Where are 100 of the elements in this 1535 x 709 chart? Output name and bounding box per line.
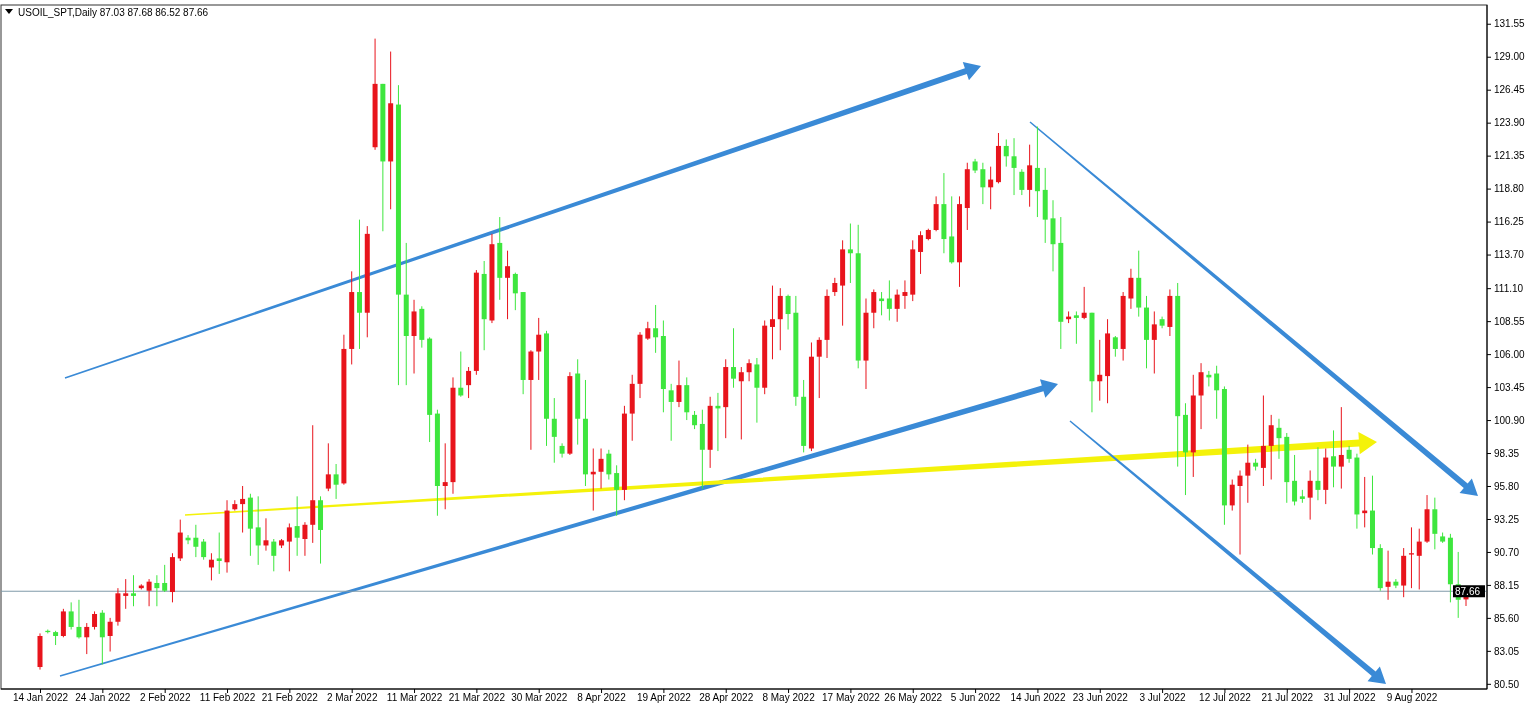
candlestick bbox=[208, 552, 214, 581]
candlestick bbox=[1011, 137, 1017, 196]
x-tick-label: 21 Feb 2022 bbox=[261, 692, 319, 703]
candlestick bbox=[154, 574, 160, 607]
candlestick bbox=[76, 599, 82, 640]
x-tick-label: 11 Mar 2022 bbox=[386, 692, 443, 703]
candlestick bbox=[1276, 418, 1282, 460]
x-tick-label: 2 Mar 2022 bbox=[326, 692, 378, 703]
x-tick-label: 3 Jul 2022 bbox=[1139, 692, 1187, 703]
candlestick bbox=[263, 517, 269, 552]
y-tick-label: 83.05 bbox=[1494, 645, 1520, 657]
candlestick bbox=[107, 617, 113, 652]
candlestick bbox=[1292, 454, 1298, 506]
y-tick-label: 85.60 bbox=[1494, 612, 1520, 624]
candlestick bbox=[1112, 335, 1118, 358]
candlestick bbox=[92, 610, 98, 631]
candlestick bbox=[240, 485, 246, 534]
y-tick-label: 113.70 bbox=[1494, 249, 1525, 261]
candlestick bbox=[1034, 126, 1040, 218]
x-tick-label: 26 May 2022 bbox=[884, 692, 943, 703]
candlestick bbox=[1151, 310, 1157, 375]
candlestick bbox=[505, 250, 511, 320]
candlestick bbox=[1260, 394, 1266, 487]
x-tick-label: 9 Aug 2022 bbox=[1386, 692, 1438, 703]
candlestick bbox=[692, 410, 698, 430]
y-tick-label: 123.90 bbox=[1494, 117, 1526, 129]
candlestick bbox=[746, 358, 752, 382]
candlestick bbox=[1081, 286, 1087, 320]
x-tick-label: 21 Mar 2022 bbox=[448, 692, 506, 703]
x-tick-label: 23 Jun 2022 bbox=[1072, 692, 1129, 703]
y-tick-label: 93.25 bbox=[1494, 513, 1520, 525]
candlestick bbox=[559, 442, 565, 459]
candlestick bbox=[606, 449, 612, 481]
candlestick bbox=[1019, 168, 1025, 196]
x-tick-label: 5 Jun 2022 bbox=[950, 692, 1001, 703]
candlestick bbox=[131, 574, 137, 607]
y-tick-label: 126.45 bbox=[1494, 84, 1526, 96]
y-tick-label: 100.90 bbox=[1494, 414, 1526, 426]
candlestick bbox=[918, 230, 924, 275]
y-tick-label: 131.55 bbox=[1494, 18, 1526, 30]
candlestick bbox=[356, 219, 362, 350]
candlestick bbox=[1003, 138, 1009, 168]
candlestick bbox=[847, 223, 853, 284]
candlestick bbox=[871, 288, 877, 329]
candlestick bbox=[216, 532, 222, 575]
x-tick-label: 30 Mar 2022 bbox=[511, 692, 568, 703]
x-tick-label: 14 Jan 2022 bbox=[12, 692, 69, 703]
candlestick bbox=[536, 317, 542, 381]
candlestick bbox=[84, 622, 90, 655]
y-tick-label: 118.80 bbox=[1494, 183, 1525, 195]
candlestick bbox=[333, 463, 339, 500]
candlestick bbox=[255, 495, 261, 566]
ref-line-label: 87.66 bbox=[1455, 586, 1481, 598]
y-tick-label: 103.45 bbox=[1494, 381, 1526, 393]
candlestick bbox=[68, 601, 74, 631]
candlestick bbox=[1128, 268, 1134, 310]
candlestick bbox=[123, 578, 129, 610]
x-tick-label: 31 Jul 2022 bbox=[1323, 692, 1376, 703]
y-tick-label: 108.55 bbox=[1494, 315, 1526, 327]
candlestick bbox=[614, 464, 620, 517]
candlestick bbox=[1416, 528, 1422, 590]
candlestick bbox=[458, 351, 464, 398]
candlestick bbox=[442, 442, 448, 510]
candlestick bbox=[894, 288, 900, 323]
candlestick bbox=[1393, 578, 1399, 589]
candlestick bbox=[201, 538, 207, 561]
candlestick bbox=[988, 166, 994, 210]
candlestick bbox=[1245, 444, 1251, 504]
x-tick-label: 19 Apr 2022 bbox=[636, 692, 692, 703]
y-tick-label: 116.25 bbox=[1494, 216, 1525, 228]
candlestick bbox=[302, 521, 308, 557]
y-tick-label: 80.50 bbox=[1494, 678, 1520, 690]
y-tick-label: 98.35 bbox=[1494, 447, 1520, 459]
candlestick bbox=[653, 304, 659, 354]
candlestick bbox=[1385, 550, 1391, 601]
candlestick bbox=[551, 397, 557, 464]
y-tick-label: 121.35 bbox=[1494, 150, 1526, 162]
candlestick bbox=[294, 495, 300, 557]
x-tick-label: 12 Jul 2022 bbox=[1199, 692, 1252, 703]
candlestick bbox=[1073, 310, 1079, 345]
candlestick bbox=[769, 285, 775, 360]
y-tick-label: 106.00 bbox=[1494, 348, 1526, 360]
candlestick bbox=[466, 366, 472, 399]
candlestick bbox=[146, 578, 152, 607]
candlestick bbox=[645, 321, 651, 341]
x-tick-label: 8 Apr 2022 bbox=[577, 692, 627, 703]
x-tick-label: 28 Apr 2022 bbox=[699, 692, 754, 703]
y-tick-label: 88.15 bbox=[1494, 579, 1520, 591]
candlestick bbox=[902, 279, 908, 310]
candlestick bbox=[676, 360, 682, 408]
y-tick-label: 90.70 bbox=[1494, 546, 1520, 558]
candlestick bbox=[785, 294, 791, 331]
candlestick bbox=[754, 357, 760, 424]
x-tick-label: 21 Jul 2022 bbox=[1261, 692, 1314, 703]
candlestick bbox=[1097, 339, 1103, 402]
x-tick-label: 17 May 2022 bbox=[821, 692, 881, 703]
candlestick bbox=[886, 279, 892, 321]
candlestick bbox=[1307, 469, 1313, 521]
x-tick-label: 11 Feb 2022 bbox=[199, 692, 256, 703]
candlestick bbox=[816, 336, 822, 399]
